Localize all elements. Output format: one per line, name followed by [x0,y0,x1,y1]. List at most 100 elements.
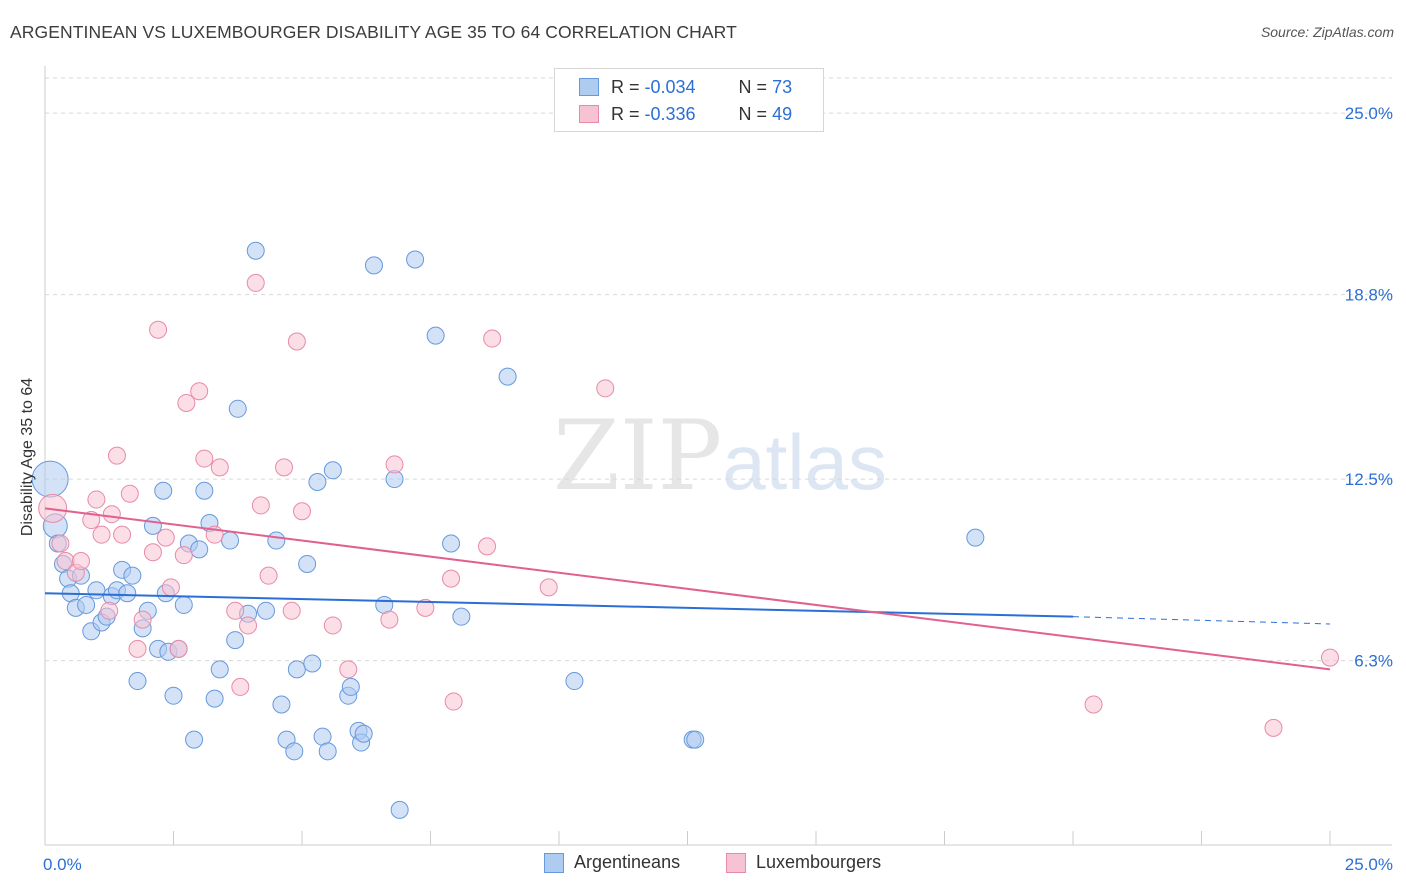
argentineans-trendline [44,592,1074,618]
argentinean-point [287,660,306,679]
luxembourger-point [239,616,258,635]
argentinean-point [174,595,193,614]
argentinean-point [364,256,383,275]
x-tick-label: 25.0% [1345,855,1393,874]
r-value-luxembourgers: -0.336 [644,103,696,124]
legend-label-argentineans: Argentineans [574,852,681,872]
y-tick-label: 25.0% [1345,104,1393,123]
n-value-luxembourgers: 49 [772,103,793,124]
luxembourger-point [226,601,245,620]
luxembourger-point [416,598,435,617]
argentinean-point [221,531,240,550]
legend-label-luxembourgers: Luxembourgers [756,852,882,872]
r-label: R = [611,76,640,97]
y-tick-label: 6.3% [1354,652,1393,671]
luxembourger-point [190,382,209,401]
watermark: ZIPatlas [553,400,887,512]
bottom-legend-luxembourgers[interactable]: Luxembourgers [726,852,881,873]
n-value-argentineans: 73 [772,76,793,97]
luxembourger-point [246,273,265,292]
argentinean-point [354,724,373,743]
luxembourger-point [1321,648,1339,667]
luxembourger-point [156,528,175,547]
luxembourger-point [92,525,111,544]
argentinean-point [318,742,337,761]
luxembourger-point [385,455,404,474]
argentineans-trendline-extension [1072,616,1331,625]
argentinean-point [257,601,276,620]
argentinean-point [246,241,265,260]
luxembourger-point [210,458,229,477]
luxembourger-point [596,379,615,398]
luxembourger-point [51,534,70,553]
argentinean-point [298,554,317,573]
luxembourger-point [442,569,461,588]
luxembourger-point [259,566,278,585]
luxembourger-point [275,458,294,477]
luxembourger-point [1084,695,1103,714]
argentinean-point [272,695,291,714]
x-tick-label: 0.0% [43,855,82,874]
luxembourgers-trendline [44,507,1331,671]
argentinean-point [303,654,322,673]
luxembourger-point [539,578,558,597]
argentinean-point [426,326,445,345]
argentineans-swatch-icon [579,78,599,96]
argentinean-point [118,584,137,603]
luxembourger-point [120,484,139,503]
luxembourger-point [100,601,119,620]
luxembourger-point [444,692,463,711]
luxembourgers-swatch-icon [726,852,746,873]
argentinean-point [267,531,286,550]
luxembourger-point [177,393,196,412]
argentinean-point [498,367,517,386]
argentinean-point [442,534,461,553]
argentinean-point [565,672,584,691]
r-label: R = [611,103,640,124]
correlation-legend: R = -0.034 N = 73 R = -0.336 N = 49 [554,68,824,132]
luxembourger-point [293,502,311,521]
bottom-legend-argentineans[interactable]: Argentineans [544,852,680,873]
argentinean-point [190,540,209,559]
luxembourger-point [195,449,214,468]
argentinean-point [323,461,342,480]
luxembourger-point [231,677,250,696]
luxembourger-point [82,511,101,530]
source-label: Source: ZipAtlas.com [1260,24,1394,40]
luxembourger-point [1264,718,1283,737]
luxembourger-point [478,537,497,556]
argentinean-point [128,672,147,691]
argentinean-point [228,399,247,418]
luxembourger-point [149,320,168,339]
watermark-zip: ZIP [553,400,723,512]
luxembourger-point [282,601,301,620]
n-label: N = [738,76,768,97]
luxembourger-point [71,552,90,571]
argentinean-point [452,607,471,626]
luxembourger-point [161,578,180,597]
luxembourger-point [287,332,306,351]
legend-row-luxembourgers: R = -0.336 N = 49 [579,102,792,126]
argentinean-point [390,800,409,819]
luxembourger-point [323,616,342,635]
legend-row-argentineans: R = -0.034 N = 73 [579,75,792,99]
argentinean-point [164,686,183,705]
luxembourger-point [380,610,399,629]
luxembourger-point [483,329,502,348]
luxembourgers-swatch-icon [579,105,599,123]
argentinean-point [966,528,985,547]
argentinean-point [210,660,229,679]
argentinean-point [195,481,214,500]
argentinean-point [341,677,360,696]
luxembourger-point [87,490,106,509]
argentinean-point [31,460,69,498]
luxembourger-point [143,543,162,562]
luxembourger-point [174,546,193,565]
n-label: N = [738,103,768,124]
r-value-argentineans: -0.034 [644,76,696,97]
chart-title: ARGENTINEAN VS LUXEMBOURGER DISABILITY A… [10,22,737,42]
argentinean-point [205,689,224,708]
luxembourger-point [339,660,358,679]
luxembourger-point [107,446,126,465]
